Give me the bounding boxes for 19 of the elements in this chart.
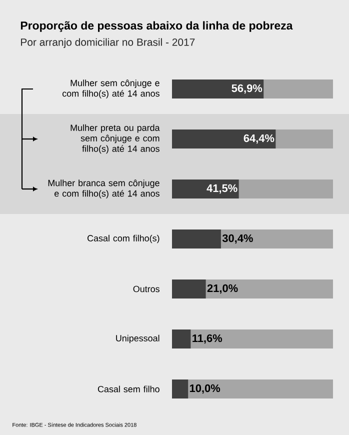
bar [172,280,206,298]
data-label: 10,0% [190,384,220,394]
data-label: 11,6% [192,334,222,344]
data-label: 21,0% [207,284,238,294]
y-tick-label: Mulher branca sem cônjuge e com filho(s) até 14 anos [48,180,160,198]
data-label: 41,5% [206,184,238,194]
data-label: 64,4% [244,134,274,144]
bar [172,330,191,348]
y-tick-label: Outros [133,286,160,292]
y-tick-label: Casal sem filho [98,386,160,392]
bar [172,380,188,398]
y-tick-label: Unipessoal [116,334,160,344]
chart-subtitle: Por arranjo domiciliar no Brasil - 2017 [21,38,195,48]
data-label: 56,9% [232,84,262,94]
y-tick-label: Mulher preta ou parda sem cônjuge e com filho(s) até 14 anos [70,124,160,154]
y-tick-label: Casal com filho(s) [88,234,160,244]
data-label: 30,4% [222,234,253,244]
chart-title: Proporção de pessoas abaixo da linha de pobreza [20,21,293,32]
y-tick-label: Mulher sem cônjuge e com filho(s) até 14 anos [62,80,160,98]
